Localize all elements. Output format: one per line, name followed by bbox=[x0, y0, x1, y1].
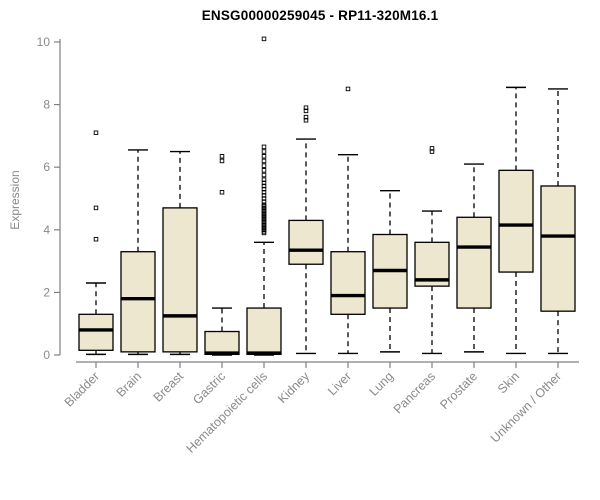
y-tick-label: 10 bbox=[37, 35, 51, 49]
iqr-box bbox=[498, 169, 534, 273]
outlier-point bbox=[219, 153, 225, 159]
x-tick-label: Kidney bbox=[275, 369, 312, 406]
outlier-point bbox=[261, 186, 267, 192]
iqr-box bbox=[78, 313, 114, 351]
x-tick-label: Hematopoietic cells bbox=[184, 369, 271, 456]
outlier-point bbox=[219, 189, 225, 195]
outlier-point bbox=[303, 108, 309, 114]
outlier-point bbox=[303, 114, 309, 120]
outlier-point bbox=[261, 196, 267, 201]
outlier-point bbox=[429, 149, 435, 154]
outlier-point bbox=[93, 236, 99, 242]
outlier-point bbox=[261, 177, 267, 182]
outlier-point bbox=[261, 180, 267, 186]
outlier-point bbox=[261, 199, 267, 204]
outlier-point bbox=[261, 189, 267, 195]
outlier-point bbox=[261, 158, 267, 164]
y-tick-label: 2 bbox=[43, 285, 50, 299]
outlier-point bbox=[261, 163, 267, 168]
x-tick-label: Brain bbox=[114, 369, 145, 400]
iqr-box bbox=[246, 307, 282, 356]
x-tick-label: Bladder bbox=[62, 369, 102, 409]
outlier-point bbox=[219, 158, 225, 164]
outlier-point bbox=[261, 183, 267, 189]
chart-title: ENSG00000259045 - RP11-320M16.1 bbox=[201, 8, 439, 23]
outlier-point bbox=[261, 36, 267, 42]
outlier-point bbox=[261, 202, 267, 208]
outlier-point bbox=[303, 117, 309, 123]
iqr-box bbox=[204, 330, 240, 356]
x-tick-label: Lung bbox=[367, 369, 397, 399]
y-tick-label: 8 bbox=[43, 98, 50, 112]
x-tick-label: Breast bbox=[151, 369, 187, 405]
outlier-point bbox=[345, 86, 351, 92]
outlier-point bbox=[261, 144, 267, 150]
iqr-box bbox=[288, 219, 324, 265]
x-tick-label: Gastric bbox=[190, 369, 228, 407]
outlier-point bbox=[93, 205, 99, 211]
x-tick-label: Liver bbox=[325, 369, 354, 398]
outlier-point bbox=[261, 193, 267, 198]
outlier-point bbox=[429, 146, 435, 151]
y-tick-label: 0 bbox=[43, 348, 50, 362]
outlier-point bbox=[261, 168, 267, 173]
x-tick-label: Prostate bbox=[437, 369, 480, 412]
outlier-point bbox=[303, 105, 309, 110]
y-tick-label: 4 bbox=[43, 223, 50, 237]
iqr-box bbox=[540, 185, 576, 312]
iqr-box bbox=[120, 251, 156, 353]
y-tick-label: 6 bbox=[43, 160, 50, 174]
x-tick-label: Skin bbox=[495, 369, 522, 396]
outlier-point bbox=[261, 149, 267, 154]
iqr-box bbox=[162, 207, 198, 353]
x-tick-label: Pancreas bbox=[391, 369, 438, 416]
iqr-box bbox=[330, 251, 366, 315]
outlier-point bbox=[261, 153, 267, 159]
iqr-box bbox=[456, 216, 492, 309]
outlier-point bbox=[261, 172, 267, 178]
x-tick-label: Unknown / Other bbox=[488, 369, 564, 445]
outlier-point bbox=[93, 130, 99, 136]
